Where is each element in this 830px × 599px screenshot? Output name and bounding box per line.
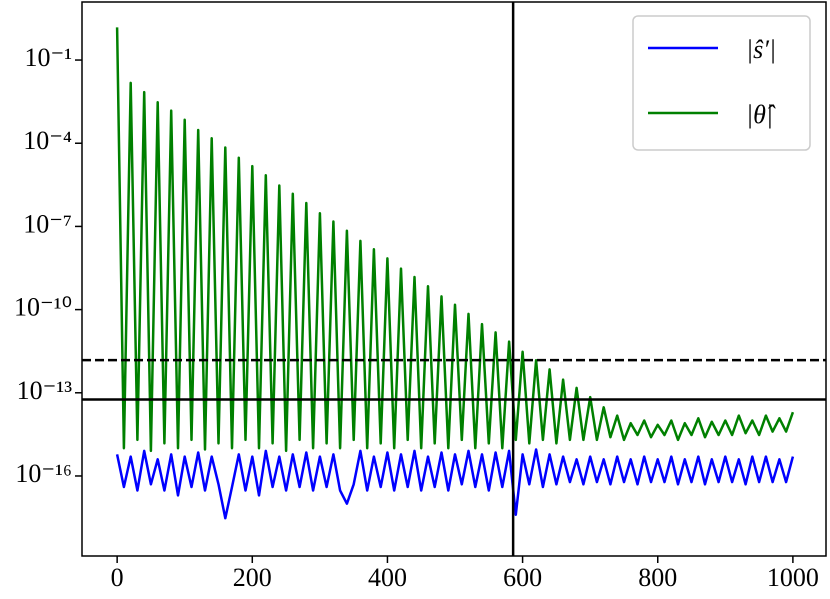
legend-label: |θ̂| bbox=[746, 100, 776, 129]
y-tick-label: 10⁻¹⁰ bbox=[14, 293, 72, 322]
plot-area bbox=[82, 2, 826, 556]
legend-label: |ŝ′| bbox=[746, 35, 776, 64]
x-tick-label: 1000 bbox=[767, 563, 819, 592]
x-tick-label: 600 bbox=[503, 563, 542, 592]
y-tick-label: 10⁻¹³ bbox=[17, 376, 73, 405]
legend bbox=[632, 15, 811, 151]
x-tick-label: 200 bbox=[233, 563, 272, 592]
series-line bbox=[115, 448, 795, 520]
plot-frame bbox=[81, 1, 827, 557]
x-tick-label: 0 bbox=[111, 563, 124, 592]
y-tick-label: 10⁻¹⁶ bbox=[15, 459, 72, 488]
y-tick-label: 10⁻⁴ bbox=[23, 126, 72, 155]
y-tick-label: 10⁻¹ bbox=[24, 43, 72, 72]
x-tick-label: 800 bbox=[638, 563, 677, 592]
series-line bbox=[115, 27, 795, 453]
y-tick-label: 10⁻⁷ bbox=[23, 209, 72, 238]
x-tick-label: 400 bbox=[368, 563, 407, 592]
